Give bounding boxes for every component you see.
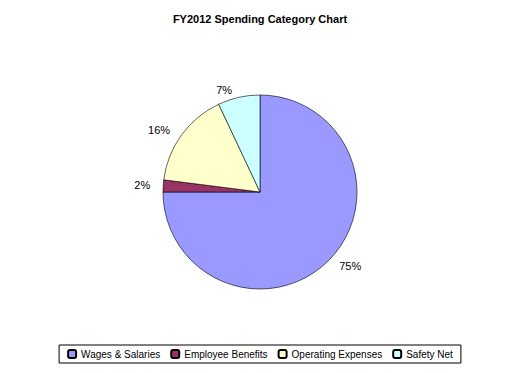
svg-text:7%: 7% (216, 84, 232, 96)
svg-text:2%: 2% (134, 179, 150, 191)
svg-text:75%: 75% (339, 260, 361, 272)
svg-text:Employee Benefits: Employee Benefits (184, 349, 267, 360)
svg-text:Safety Net: Safety Net (406, 349, 453, 360)
svg-text:Wages & Salaries: Wages & Salaries (81, 349, 160, 360)
svg-text:FY2012 Spending Category Chart: FY2012 Spending Category Chart (173, 13, 348, 25)
svg-text:Operating Expenses: Operating Expenses (292, 349, 383, 360)
svg-text:16%: 16% (148, 124, 170, 136)
